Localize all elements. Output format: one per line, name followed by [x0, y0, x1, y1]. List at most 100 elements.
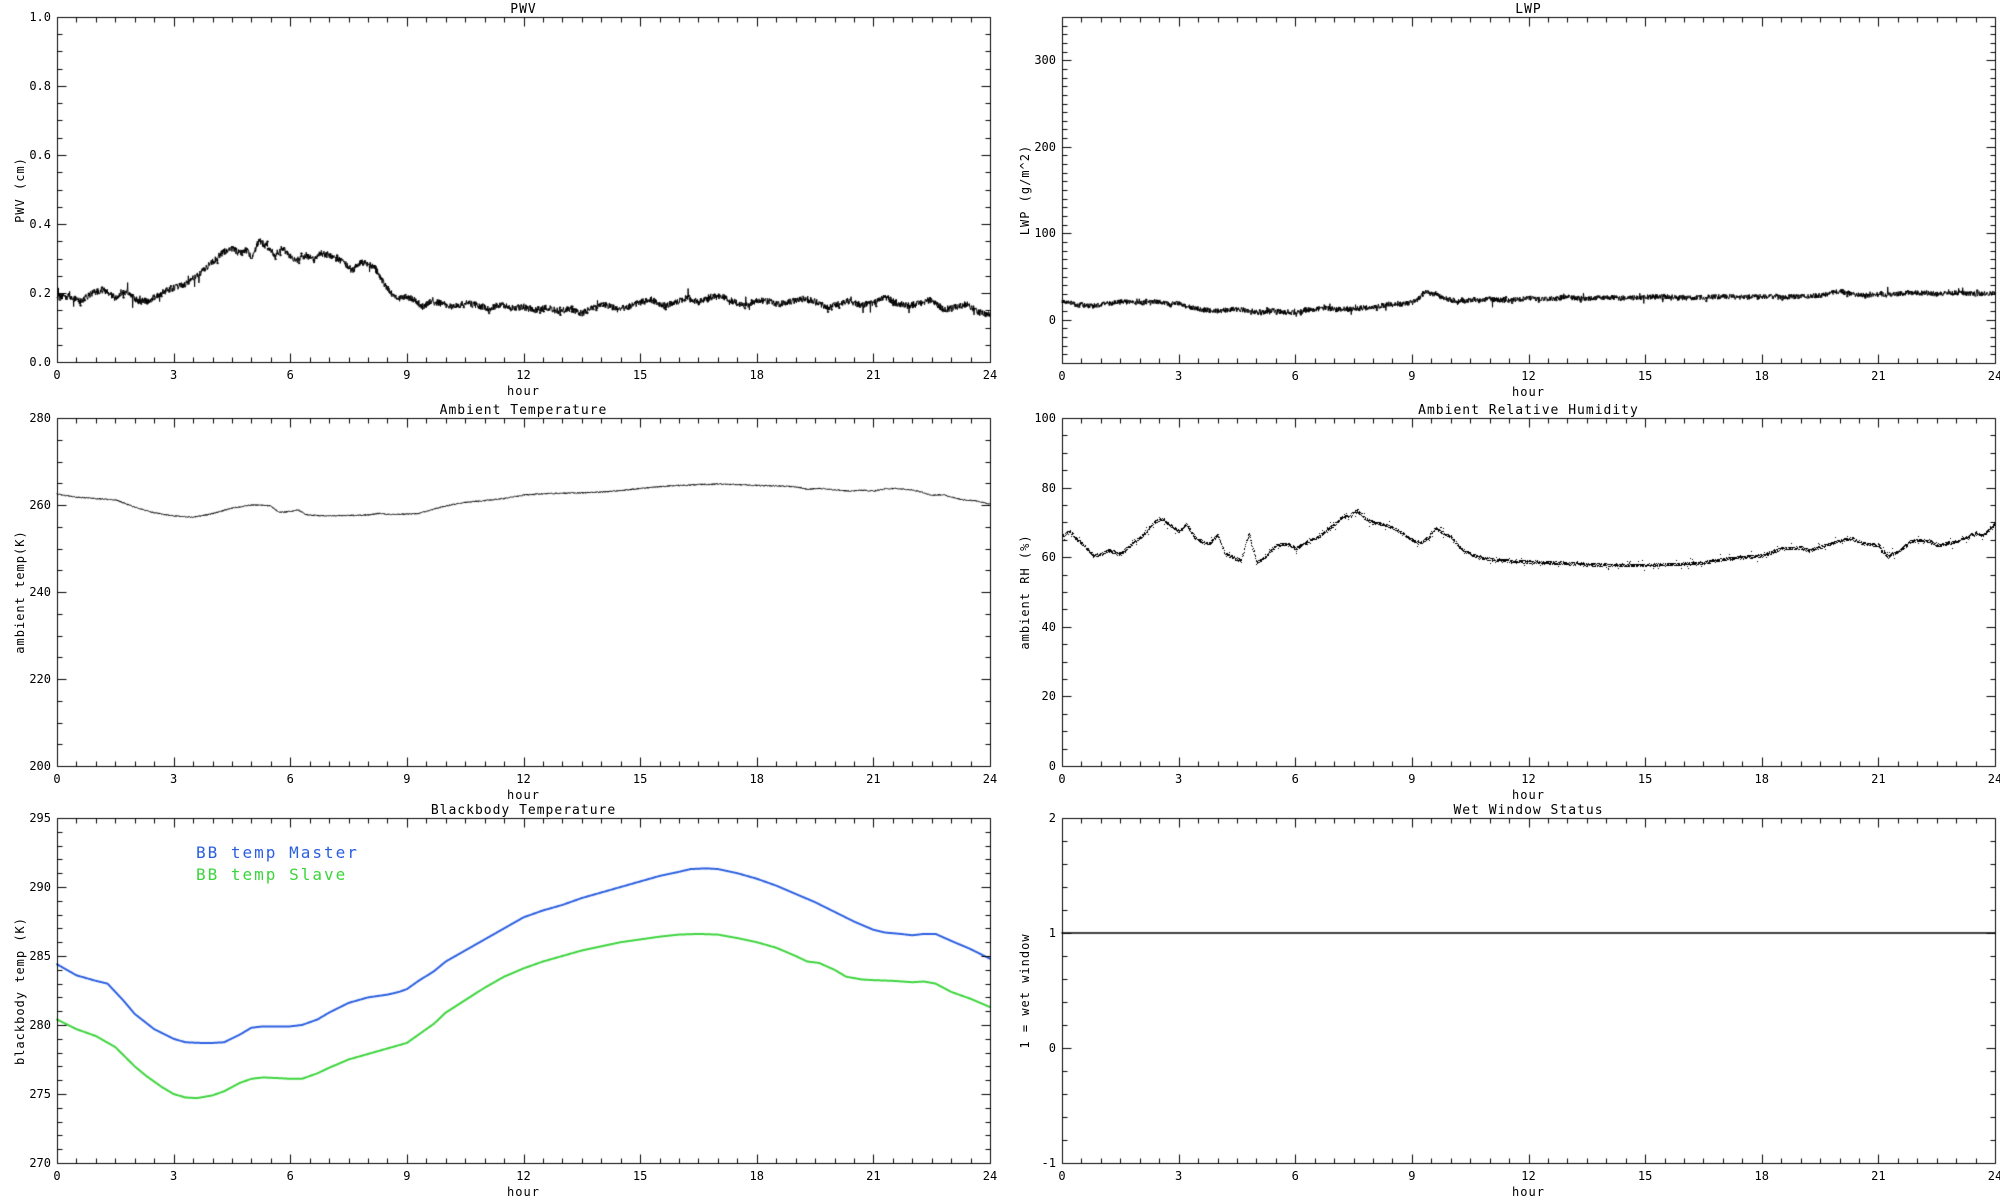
x-tick-label: 0	[1058, 1169, 1066, 1183]
x-axis-label: hour	[507, 788, 540, 802]
ambient-relative-humidity-plot: Ambient Relative Humidity ambient RH (%)…	[1000, 400, 2000, 802]
x-tick-label: 18	[1754, 772, 1769, 786]
x-tick-label: 6	[1291, 1169, 1299, 1183]
x-tick-label: 15	[1637, 1169, 1653, 1183]
x-tick-label: 6	[286, 772, 294, 786]
x-tick-label: 24	[982, 1169, 998, 1183]
x-tick-label: 21	[866, 772, 881, 786]
wet-window-status-plot: Wet Window Status 1 = wet window hour 0 3…	[1000, 800, 2000, 1200]
x-axis-label: hour	[507, 1185, 540, 1199]
y-tick-label: 80	[1041, 480, 1056, 495]
x-tick-label: 3	[170, 368, 178, 382]
x-tick-label: 21	[866, 1169, 881, 1183]
x-tick-label: 15	[1637, 369, 1653, 383]
y-axis-label: 1 = wet window	[1018, 932, 1032, 1049]
y-tick-label: -1	[1041, 1156, 1056, 1170]
x-tick-label: 12	[1521, 369, 1536, 383]
y-tick-label: 0.4	[29, 217, 51, 231]
y-tick-label: 0	[1048, 312, 1056, 327]
x-tick-label: 9	[1408, 772, 1416, 786]
x-tick-label: 6	[1291, 369, 1299, 383]
y-tick-label: 0.0	[29, 355, 51, 369]
plot-title: PWV	[510, 2, 537, 17]
x-tick-label: 0	[1058, 369, 1066, 383]
x-tick-label: 18	[1754, 369, 1769, 383]
y-tick-label: 0	[1048, 1041, 1056, 1055]
pwv-plot-canvas	[0, 0, 1000, 400]
plot-title: Wet Window Status	[1453, 803, 1604, 818]
x-tick-label: 9	[1408, 1169, 1416, 1183]
x-tick-label: 3	[1175, 1169, 1183, 1183]
y-tick-label: 260	[29, 498, 51, 512]
y-tick-label: 240	[29, 585, 51, 599]
x-tick-label: 21	[1871, 1169, 1886, 1183]
plot-title: Ambient Relative Humidity	[1418, 403, 1639, 418]
x-tick-label: 24	[1987, 369, 2000, 383]
x-tick-label: 24	[982, 368, 998, 382]
x-tick-label: 9	[403, 1169, 411, 1183]
ambient-temperature-plot: Ambient Temperature ambient temp(K) hour…	[0, 400, 1000, 802]
x-tick-label: 15	[632, 772, 648, 786]
x-axis-label: hour	[1512, 385, 1545, 399]
x-tick-label: 18	[749, 1169, 764, 1183]
y-tick-label: 200	[29, 759, 51, 773]
x-tick-label: 0	[1058, 772, 1066, 786]
blackbody-temperature-plot: Blackbody Temperature blackbody temp (K)…	[0, 800, 1000, 1200]
x-tick-label: 12	[516, 1169, 531, 1183]
x-tick-label: 9	[1408, 369, 1416, 383]
x-tick-label: 0	[53, 368, 61, 382]
y-tick-label: 100	[1034, 226, 1056, 241]
y-tick-label: 100	[1034, 411, 1056, 425]
x-tick-label: 6	[286, 1169, 294, 1183]
y-tick-label: 295	[29, 811, 51, 825]
y-tick-label: 290	[29, 880, 51, 894]
x-tick-label: 3	[1175, 772, 1183, 786]
y-tick-label: 0.8	[29, 79, 51, 93]
y-tick-label: 220	[29, 672, 51, 686]
ambient-relative-humidity-plot-canvas	[1000, 400, 2000, 800]
y-tick-label: 1	[1048, 926, 1056, 940]
x-tick-label: 9	[403, 772, 411, 786]
y-tick-label: 40	[1041, 619, 1056, 634]
x-tick-label: 18	[749, 368, 764, 382]
plot-title: LWP	[1515, 2, 1542, 17]
plot-title: Blackbody Temperature	[430, 803, 617, 818]
x-tick-label: 21	[1871, 772, 1886, 786]
lwp-plot: LWP LWP (g/m^2) hour 0 3 6 9 12 15 18 21 24 0 100 2…	[1000, 0, 2000, 400]
x-axis-label: hour	[507, 384, 540, 398]
ambient-temperature-plot-canvas	[0, 400, 1000, 800]
x-tick-label: 21	[866, 368, 881, 382]
y-tick-label: 200	[1034, 139, 1056, 154]
x-axis-label: hour	[1512, 788, 1545, 802]
y-tick-label: 280	[29, 411, 51, 425]
lwp-plot-canvas	[1000, 0, 2000, 400]
wet-window-status-plot-canvas	[1000, 800, 2000, 1200]
plot-title: Ambient Temperature	[439, 403, 608, 418]
x-tick-label: 6	[286, 368, 294, 382]
x-axis-label: hour	[1512, 1185, 1545, 1199]
x-tick-label: 12	[1521, 1169, 1536, 1183]
legend-item-slave: BB temp Slave	[196, 865, 348, 884]
y-tick-label: 0.2	[29, 286, 51, 300]
y-tick-label: 2	[1048, 811, 1056, 825]
y-tick-label: 275	[29, 1087, 51, 1101]
x-tick-label: 12	[516, 368, 531, 382]
legend: BB temp Master BB temp Slave	[196, 842, 359, 886]
y-tick-label: 20	[1041, 689, 1056, 704]
y-tick-label: 60	[1041, 550, 1056, 565]
x-tick-label: 6	[1291, 772, 1299, 786]
x-tick-label: 3	[1175, 369, 1183, 383]
y-tick-label: 0	[1048, 759, 1056, 773]
legend-item-master: BB temp Master	[196, 843, 359, 862]
y-tick-label: 285	[29, 949, 51, 963]
x-tick-label: 18	[749, 772, 764, 786]
y-tick-label: 1.0	[29, 10, 51, 24]
x-tick-label: 3	[170, 772, 178, 786]
x-tick-label: 24	[982, 772, 998, 786]
y-tick-label: 280	[29, 1018, 51, 1032]
x-tick-label: 21	[1871, 369, 1886, 383]
x-tick-label: 0	[53, 1169, 61, 1183]
x-tick-label: 15	[632, 368, 648, 382]
x-tick-label: 24	[1987, 772, 2000, 786]
